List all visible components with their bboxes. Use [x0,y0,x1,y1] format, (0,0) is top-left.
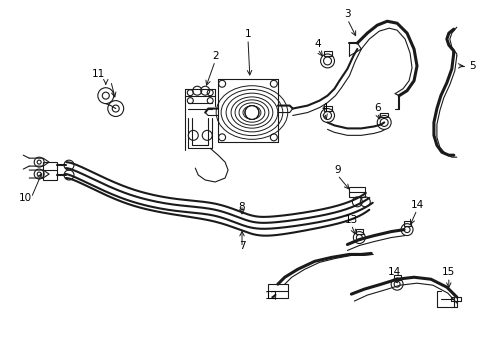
Text: 3: 3 [344,9,350,19]
Text: 15: 15 [441,267,454,277]
Bar [349,187,365,197]
Bar [356,229,363,234]
Text: 2: 2 [211,51,218,61]
Bar [380,113,387,117]
Text: 1: 1 [244,29,251,39]
Bar [403,221,410,226]
Text: 4: 4 [321,103,327,113]
Text: 7: 7 [238,242,245,251]
Text: 8: 8 [238,202,245,212]
Bar [393,275,400,280]
Text: 14: 14 [386,267,400,277]
Bar [323,105,331,111]
Bar [267,284,287,298]
Text: 12: 12 [264,291,278,301]
Text: 6: 6 [373,103,380,113]
Text: 10: 10 [19,193,32,203]
Bar [323,51,331,56]
Circle shape [244,105,258,120]
Text: 14: 14 [409,200,423,210]
Text: 4: 4 [314,39,320,49]
Text: 9: 9 [333,165,340,175]
Text: 5: 5 [468,61,474,71]
Text: 13: 13 [344,215,357,225]
Text: 11: 11 [92,69,105,79]
Bar [43,162,57,180]
